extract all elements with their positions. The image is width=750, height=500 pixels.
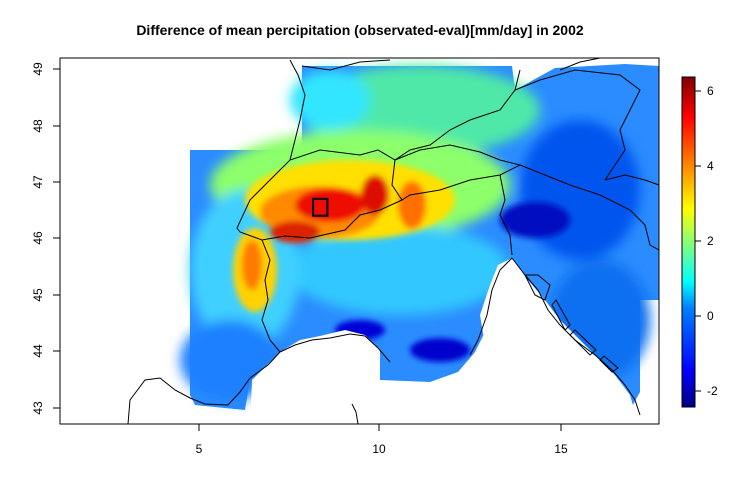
border-czech — [559, 57, 601, 71]
legend-tick-label: -2 — [707, 384, 718, 398]
y-tick-label: 46 — [31, 231, 45, 245]
coast-corsica — [351, 403, 359, 425]
field-central-red — [295, 188, 365, 222]
x-tick-label: 15 — [554, 442, 568, 456]
field-po-darkblue — [410, 338, 470, 362]
field-east-red — [361, 175, 389, 215]
study-area-box — [312, 197, 329, 217]
legend-tick-label: 2 — [707, 234, 714, 248]
ligurian-sea — [250, 330, 380, 424]
map-title: Difference of mean percipitation (observ… — [136, 22, 584, 38]
color-legend: -2 0 2 4 6 — [681, 76, 718, 408]
adriatic-sea — [480, 258, 639, 424]
border-austria-east — [514, 69, 641, 181]
y-tick-label: 47 — [31, 175, 45, 189]
x-axis — [198, 424, 562, 431]
coastlines — [127, 257, 641, 425]
precipitation-field — [180, 64, 659, 424]
border-switzerland — [236, 149, 403, 241]
field-po-cyan — [290, 225, 510, 315]
field-south-red — [270, 221, 320, 243]
legend-tick-label: 4 — [707, 159, 714, 173]
y-tick-label: 45 — [31, 288, 45, 302]
coast-islands — [551, 299, 619, 373]
y-axis — [53, 68, 60, 409]
y-tick-label: 48 — [31, 119, 45, 133]
coast-ligurian — [279, 333, 391, 363]
x-tick-label: 10 — [372, 442, 386, 456]
field-east-blue — [520, 120, 640, 260]
border-slovenia-croatia — [519, 164, 660, 251]
coast-adriatic-west — [469, 257, 513, 356]
border-france-germany — [289, 59, 306, 161]
field-germany-cyan — [290, 70, 370, 130]
coast-istria — [524, 274, 551, 301]
field-east-darkblue — [500, 202, 570, 238]
country-borders — [236, 57, 660, 353]
border-france-italy — [261, 239, 281, 353]
field-westalps-orange — [242, 240, 262, 290]
border-austria-germany — [394, 69, 521, 161]
field-east-orange — [398, 181, 426, 229]
legend-tick-label: 0 — [707, 309, 714, 323]
y-tick-label: 43 — [31, 401, 45, 415]
border-germany-north — [301, 59, 391, 71]
x-tick-label: 5 — [196, 442, 203, 456]
border-italy-slovenia — [499, 174, 513, 256]
y-tick-label: 44 — [31, 344, 45, 358]
plot-frame — [59, 57, 660, 425]
colorbar — [681, 76, 696, 408]
coast-france-south — [127, 351, 281, 425]
legend-tick-label: 6 — [707, 84, 714, 98]
y-tick-label: 49 — [31, 62, 45, 76]
border-hungary — [604, 174, 660, 186]
